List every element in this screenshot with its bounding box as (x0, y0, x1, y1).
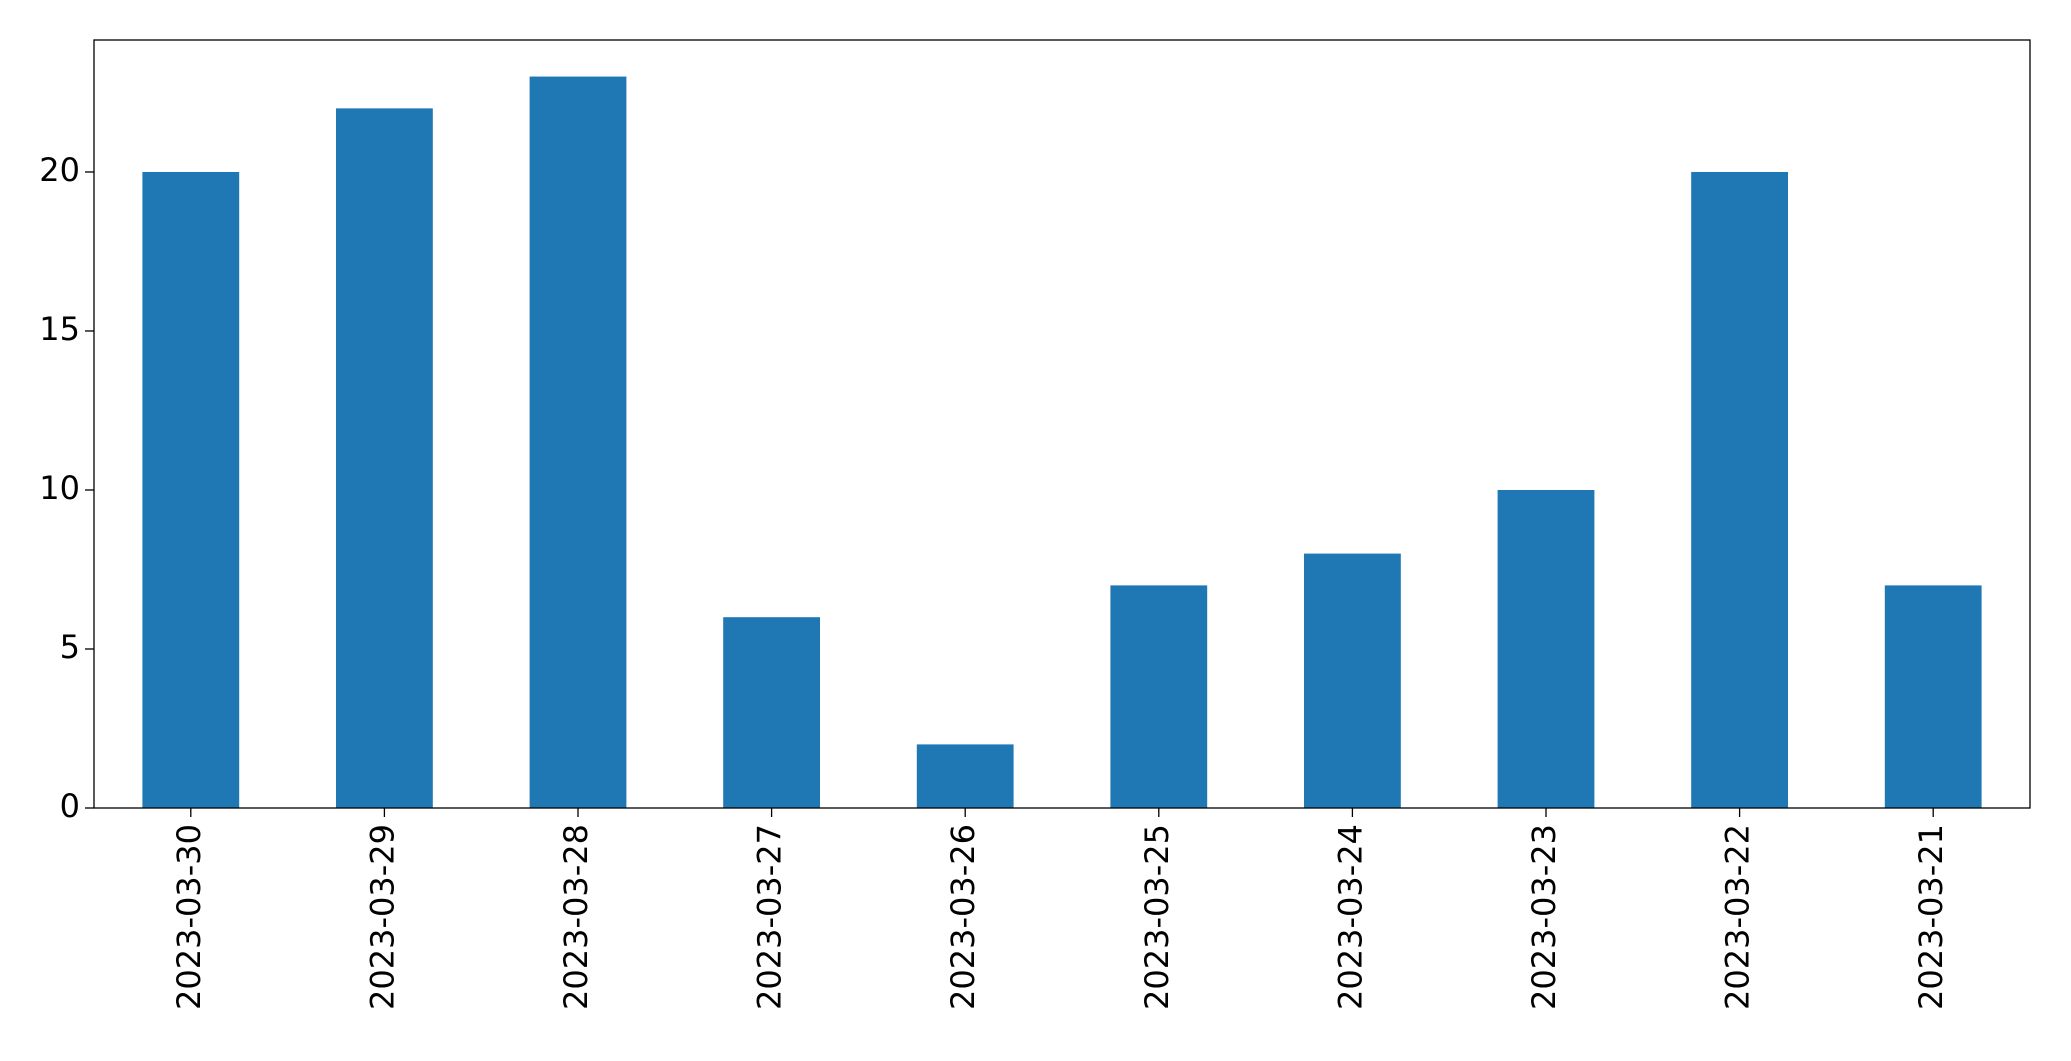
bar (723, 617, 820, 808)
x-tick-label: 2023-03-22 (1719, 824, 1757, 1010)
x-tick-label: 2023-03-25 (1138, 824, 1176, 1010)
x-tick-label: 2023-03-30 (170, 824, 208, 1010)
y-tick-label: 15 (39, 310, 80, 348)
y-tick-label: 20 (39, 151, 80, 189)
bar (916, 744, 1014, 808)
x-tick-label: 2023-03-28 (557, 824, 595, 1010)
x-tick-label: 2023-03-23 (1525, 824, 1563, 1010)
x-tick-label: 2023-03-24 (1331, 824, 1369, 1010)
bar (1497, 489, 1595, 808)
bar (1691, 171, 1788, 808)
bar (142, 171, 240, 808)
x-tick-label: 2023-03-21 (1912, 824, 1950, 1010)
y-tick-label: 10 (39, 469, 80, 507)
bar (336, 108, 433, 808)
plot-frame (93, 39, 2031, 809)
y-tick-label: 0 (60, 787, 80, 825)
bar (1884, 585, 1982, 808)
bar (529, 76, 627, 809)
x-tick-label: 2023-03-26 (944, 824, 982, 1010)
x-tick-label: 2023-03-29 (363, 824, 401, 1010)
bar (1304, 553, 1401, 808)
bar (1110, 585, 1208, 808)
y-tick-label: 5 (60, 628, 80, 666)
x-tick-label: 2023-03-27 (751, 824, 789, 1010)
